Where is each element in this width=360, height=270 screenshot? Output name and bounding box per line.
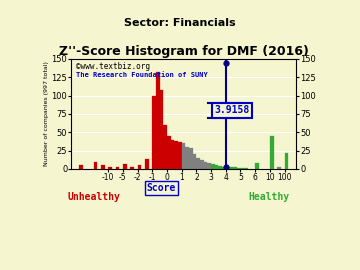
Bar (156, 72, 159, 169)
Bar (233, 167, 237, 169)
Bar (130, 167, 134, 169)
Bar (277, 167, 281, 169)
Bar (145, 159, 149, 169)
Bar (101, 165, 104, 169)
Bar (244, 168, 248, 169)
Bar (108, 167, 112, 169)
Bar (193, 154, 196, 169)
Bar (240, 168, 244, 169)
Bar (123, 164, 127, 169)
Text: ©www.textbiz.org: ©www.textbiz.org (76, 62, 150, 71)
Bar (207, 163, 211, 169)
Bar (255, 163, 259, 169)
Bar (219, 166, 222, 169)
Bar (226, 167, 229, 169)
Bar (222, 167, 226, 169)
Title: Z''-Score Histogram for DMF (2016): Z''-Score Histogram for DMF (2016) (59, 45, 309, 58)
Bar (189, 148, 193, 169)
Text: 3.9158: 3.9158 (214, 105, 249, 115)
Bar (211, 164, 215, 169)
Bar (138, 165, 141, 169)
Text: Sector: Financials: Sector: Financials (124, 18, 236, 28)
Text: Healthy: Healthy (249, 192, 290, 202)
Bar (159, 90, 163, 169)
Bar (178, 142, 182, 169)
Bar (185, 147, 189, 169)
Bar (196, 158, 200, 169)
Bar (174, 141, 178, 169)
Bar (284, 153, 288, 169)
Bar (94, 162, 97, 169)
Bar (152, 96, 156, 169)
Bar (116, 167, 119, 169)
Bar (229, 167, 233, 169)
Bar (182, 143, 185, 169)
Bar (200, 160, 204, 169)
Text: Score: Score (147, 183, 176, 193)
Bar (270, 136, 274, 169)
Text: Unhealthy: Unhealthy (68, 192, 120, 202)
Bar (215, 165, 219, 169)
Bar (237, 168, 240, 169)
Bar (171, 140, 174, 169)
Bar (79, 165, 82, 169)
Y-axis label: Number of companies (997 total): Number of companies (997 total) (44, 62, 49, 166)
Bar (167, 136, 171, 169)
Text: The Research Foundation of SUNY: The Research Foundation of SUNY (76, 72, 208, 78)
Bar (204, 162, 207, 169)
Bar (163, 125, 167, 169)
